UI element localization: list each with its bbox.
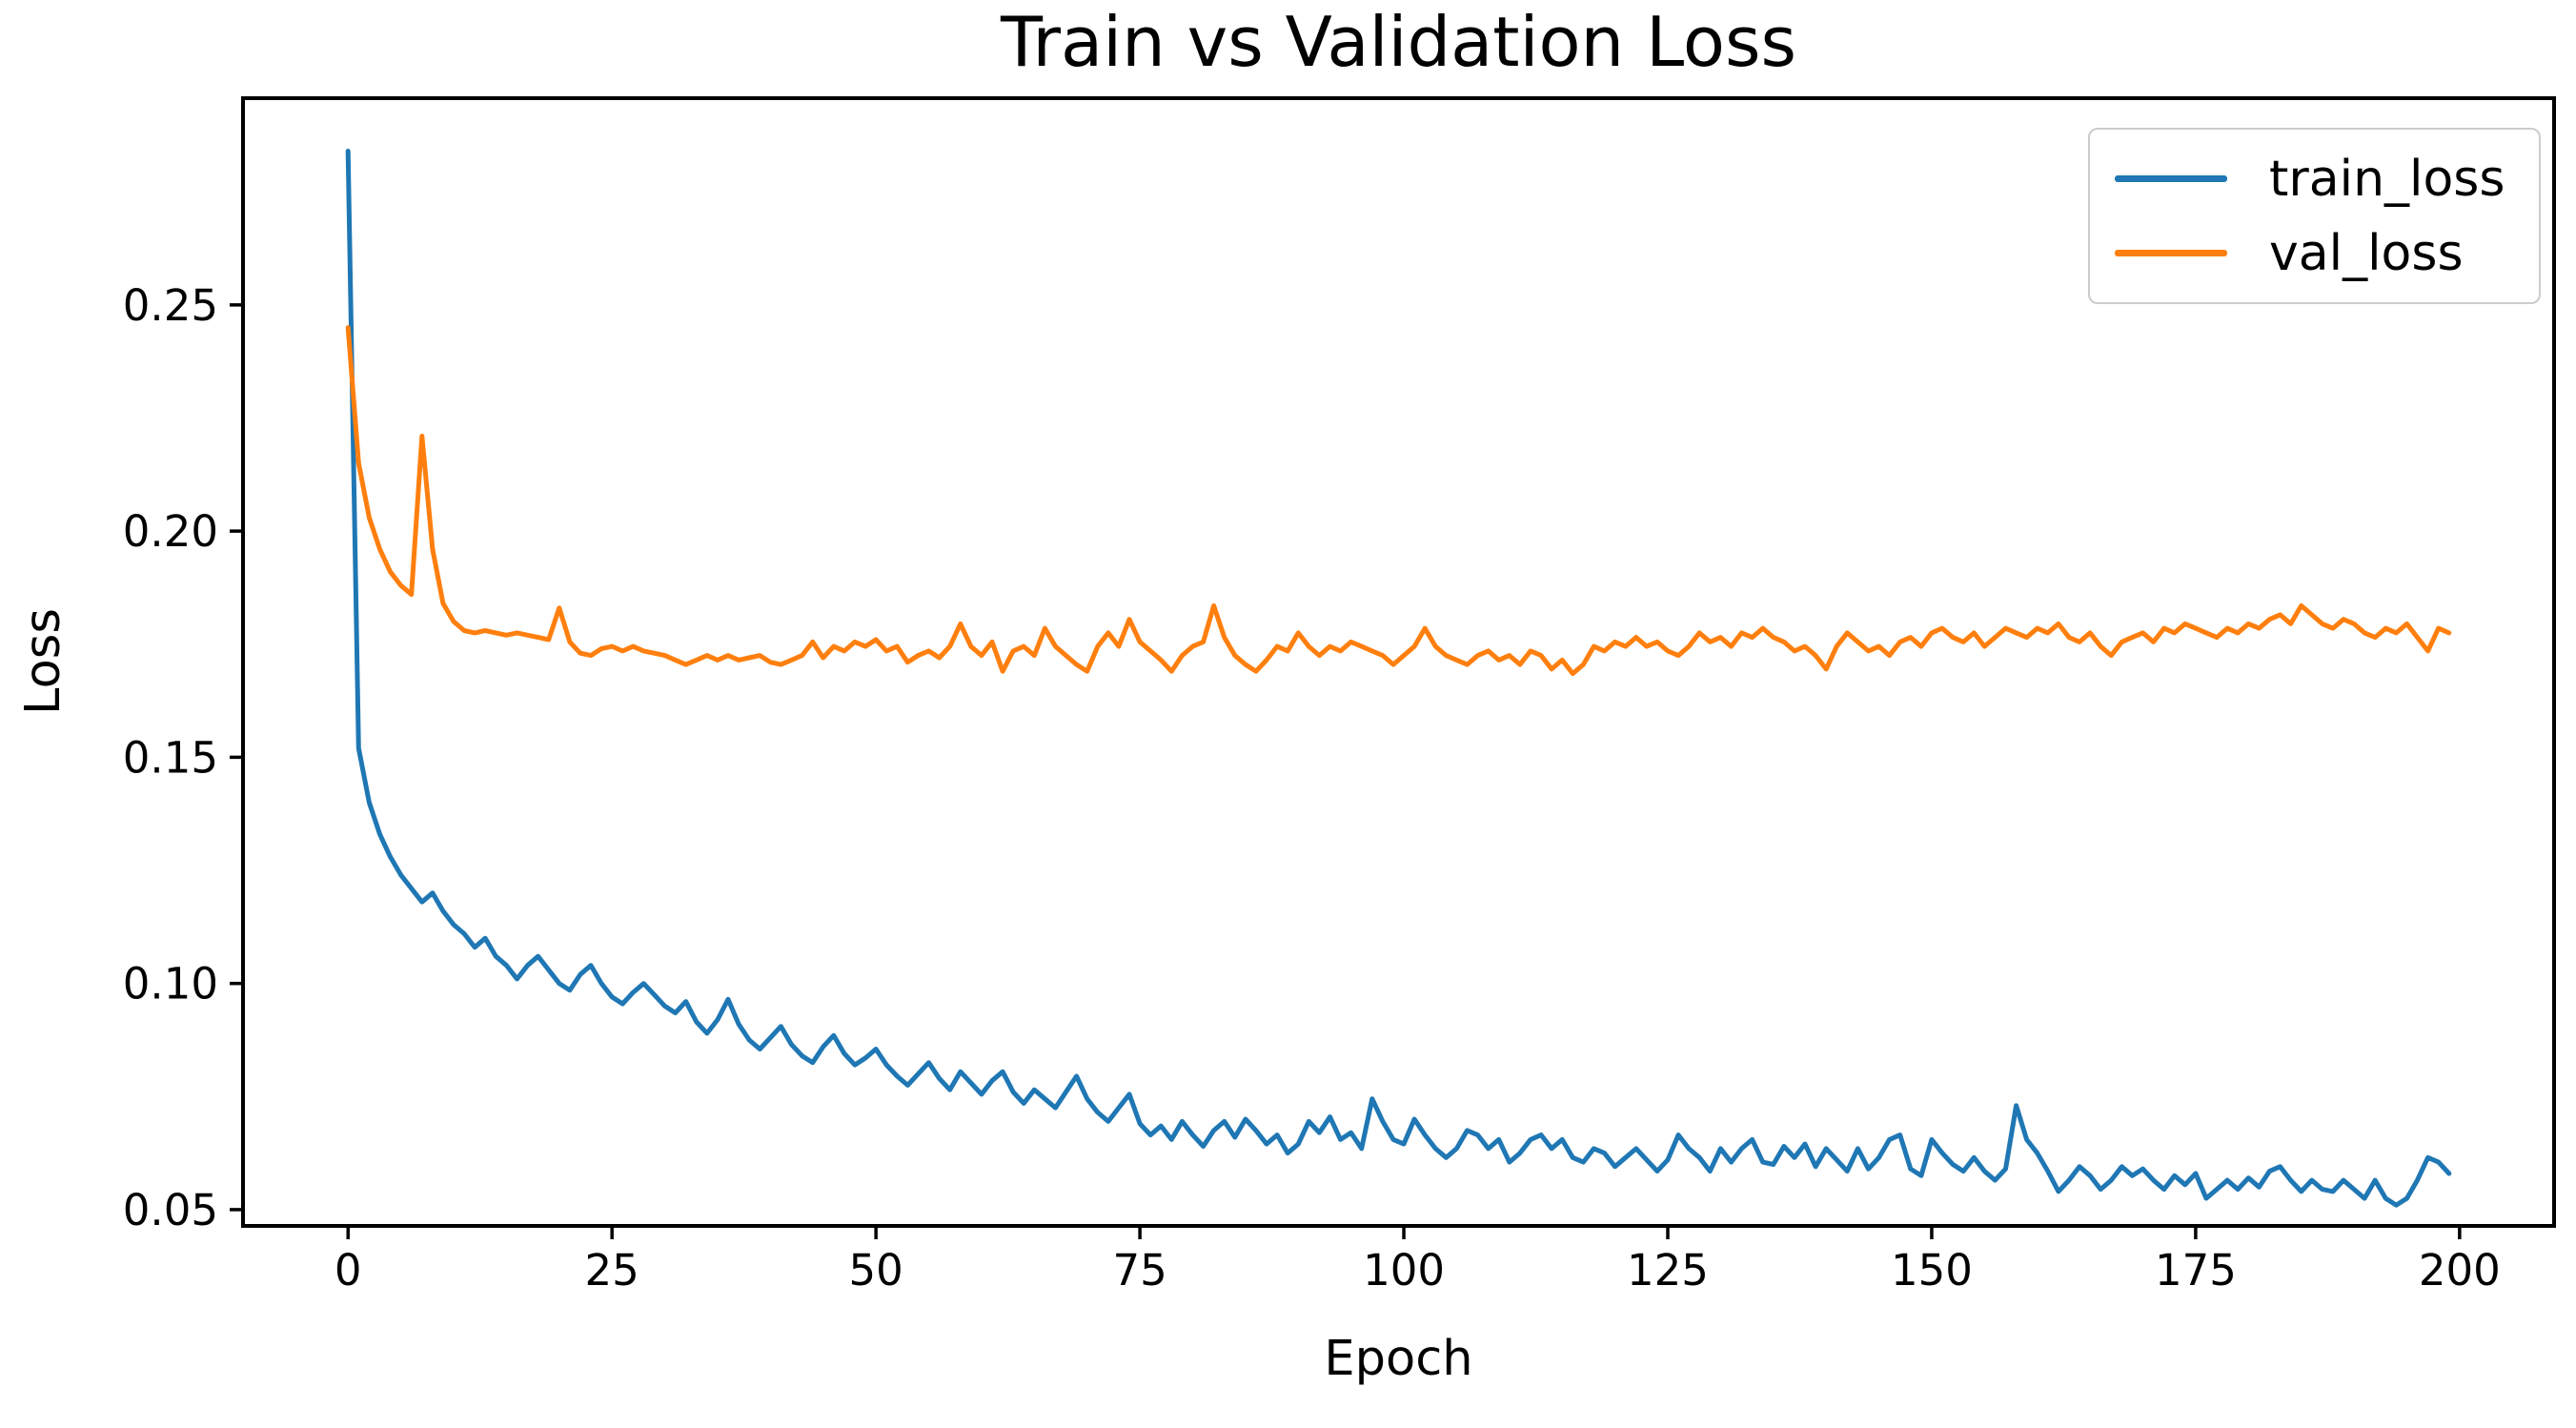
legend-item-val-loss: val_loss <box>2115 229 2514 278</box>
y-tick-label: 0.20 <box>123 506 218 557</box>
x-tick-label: 100 <box>1363 1245 1445 1295</box>
train-loss-line <box>345 149 2452 1208</box>
x-tick-label: 175 <box>2155 1245 2237 1295</box>
legend-label: val_loss <box>2269 224 2464 282</box>
x-tick-label: 125 <box>1627 1245 1709 1295</box>
y-tick-label: 0.25 <box>123 280 218 331</box>
y-axis-label: Loss <box>15 608 71 715</box>
x-tick-label: 150 <box>1891 1245 1973 1295</box>
legend: train_loss val_loss <box>2088 128 2541 304</box>
train-loss-swatch <box>2115 175 2227 182</box>
chart-title: Train vs Validation Loss <box>1001 2 1796 82</box>
x-tick-label: 75 <box>1112 1245 1166 1295</box>
legend-item-train-loss: train_loss <box>2115 154 2514 204</box>
legend-label: train_loss <box>2269 150 2505 208</box>
y-tick-label: 0.10 <box>123 959 218 1010</box>
y-tick-label: 0.15 <box>123 732 218 783</box>
y-tick-label: 0.05 <box>123 1185 218 1235</box>
val-loss-swatch <box>2115 250 2227 256</box>
x-tick-label: 25 <box>585 1245 639 1295</box>
x-tick-label: 50 <box>849 1245 903 1295</box>
val-loss-line <box>345 325 2452 677</box>
axes-frame <box>241 96 2556 1228</box>
x-axis-label: Epoch <box>1324 1331 1473 1387</box>
x-tick-label: 0 <box>335 1245 362 1295</box>
x-tick-label: 200 <box>2419 1245 2501 1295</box>
